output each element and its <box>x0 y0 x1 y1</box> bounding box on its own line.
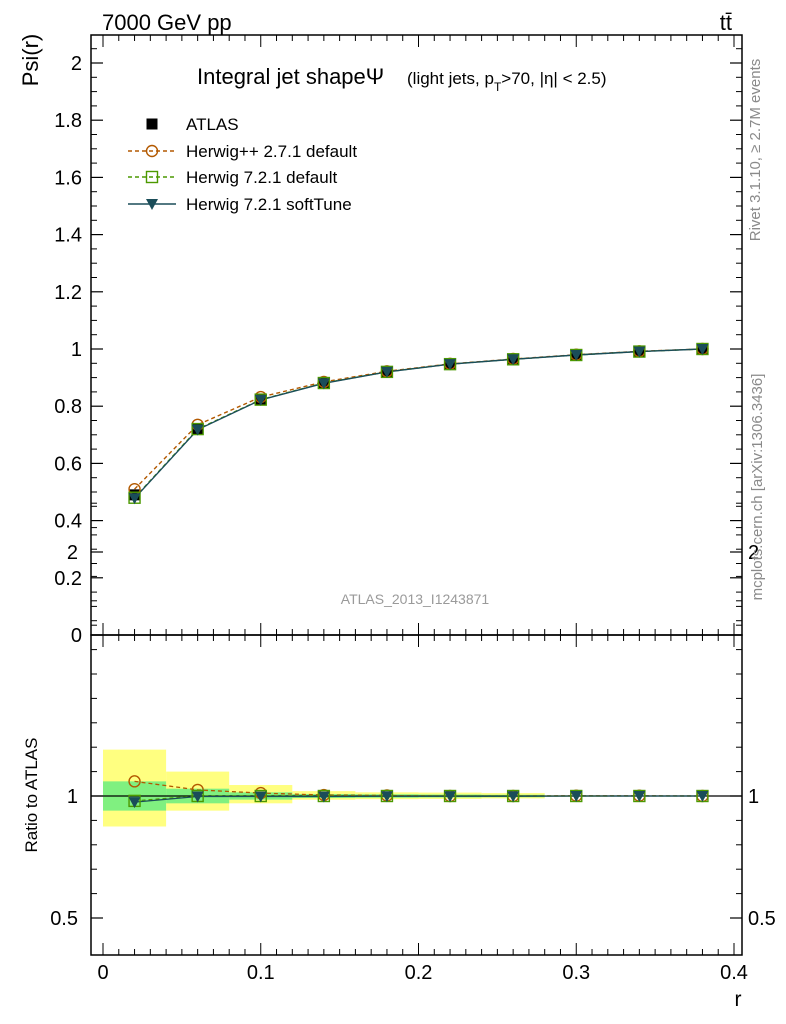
ratio-y-tick-label: 2 <box>67 542 78 564</box>
data-point-series-3 <box>254 394 267 406</box>
ratio-y-tick-label-right: 2 <box>748 542 759 564</box>
data-point-series-3 <box>696 344 709 355</box>
ratio-y-tick-label-right: 0.5 <box>748 908 776 930</box>
ratio-point-series-3 <box>507 791 520 803</box>
series-line-3 <box>134 348 703 499</box>
ratio-uncertainty-bands <box>103 749 734 827</box>
y-tick-label: 1 <box>71 339 82 361</box>
ratio-point-series-3 <box>380 791 393 803</box>
chart-subtitle: (light jets, pT>70, |η| < 2.5) <box>407 69 607 94</box>
chart-title: Integral jet shape <box>197 64 366 89</box>
data-point-series-3 <box>633 346 646 358</box>
y-tick-label: 0.6 <box>54 453 82 475</box>
ratio-point-series-3 <box>191 791 204 803</box>
x-tick-label: 0.1 <box>247 962 275 984</box>
ratio-line-3 <box>134 795 703 803</box>
svg-text:Integral jet shapeΨ: Integral jet shapeΨ <box>197 64 384 89</box>
ratio-point-series-1 <box>128 775 141 788</box>
data-point-series-3 <box>191 424 204 436</box>
legend-marker-0 <box>146 118 158 130</box>
upper-panel: 0 0.2 0.4 0.6 0.8 1 1.2 1.4 1.6 1.8 2 <box>54 34 743 647</box>
x-axis-label: r <box>735 988 742 1011</box>
data-point-series-3 <box>128 493 141 505</box>
legend-label-2: Herwig 7.2.1 default <box>186 168 337 187</box>
y-tick-label: 0 <box>71 625 82 647</box>
upper-y-axis-label: Psi(r) <box>18 34 43 87</box>
ratio-point-series-3 <box>696 791 709 802</box>
chart-title-symbol: Ψ <box>366 64 384 89</box>
upper-series <box>128 342 709 505</box>
process-label: tt̄ <box>720 10 732 35</box>
y-tick-label: 1.4 <box>54 225 82 247</box>
data-point-series-3 <box>570 350 583 362</box>
ratio-point-series-3 <box>444 791 457 803</box>
legend-label-0: ATLAS <box>186 115 239 134</box>
y-tick-label: 1.8 <box>54 110 82 132</box>
x-tick-label: 0.2 <box>405 962 433 984</box>
data-point-series-3 <box>444 359 457 371</box>
legend-marker-1 <box>145 144 159 158</box>
ratio-y-tick-label-right: 1 <box>748 786 759 808</box>
ratio-point-series-3 <box>128 797 141 809</box>
x-tick-label: 0 <box>97 962 108 984</box>
ratio-y-tick-label: 0.5 <box>50 908 78 930</box>
legend-label-3: Herwig 7.2.1 softTune <box>186 195 352 214</box>
series-line-2 <box>134 348 703 499</box>
x-tick-label: 0.3 <box>562 962 590 984</box>
data-point-series-3 <box>317 378 330 390</box>
ratio-y-tick-label: 1 <box>67 786 78 808</box>
source-label: mcplots.cern.ch [arXiv:1306.3436] <box>749 374 766 601</box>
y-tick-label: 0.8 <box>54 396 82 418</box>
data-point-series-3 <box>380 366 393 378</box>
legend-label-1: Herwig++ 2.7.1 default <box>186 142 357 161</box>
legend-marker-3 <box>146 199 158 210</box>
ratio-series <box>128 775 709 809</box>
y-tick-label: 1.6 <box>54 167 82 189</box>
data-point-series-3 <box>507 354 520 366</box>
analysis-id: ATLAS_2013_I1243871 <box>341 591 490 607</box>
x-tick-label: 0.4 <box>720 962 748 984</box>
y-tick-label: 1.2 <box>54 282 82 304</box>
y-tick-label: 0.4 <box>54 511 82 533</box>
ratio-panel: 0.5 0.5 1 1 2 2 0 0.1 0.2 0.3 0.4 <box>50 502 776 984</box>
y-tick-label: 2 <box>71 53 82 75</box>
rivet-version-label: Rivet 3.1.10, ≥ 2.7M events <box>747 59 764 242</box>
ratio-point-series-3 <box>254 791 267 803</box>
y-tick-label: 0.2 <box>54 568 82 590</box>
ratio-frame <box>90 634 743 956</box>
legend-marker-2 <box>145 170 159 184</box>
legend: ATLAS Herwig++ 2.7.1 default Herwig 7.2.1 … <box>128 115 357 214</box>
ratio-y-axis-label: Ratio to ATLAS <box>22 738 41 853</box>
ratio-point-series-3 <box>317 791 330 803</box>
ratio-point-series-3 <box>570 791 583 802</box>
ratio-point-series-3 <box>633 791 646 802</box>
energy-label: 7000 GeV pp <box>102 10 232 35</box>
